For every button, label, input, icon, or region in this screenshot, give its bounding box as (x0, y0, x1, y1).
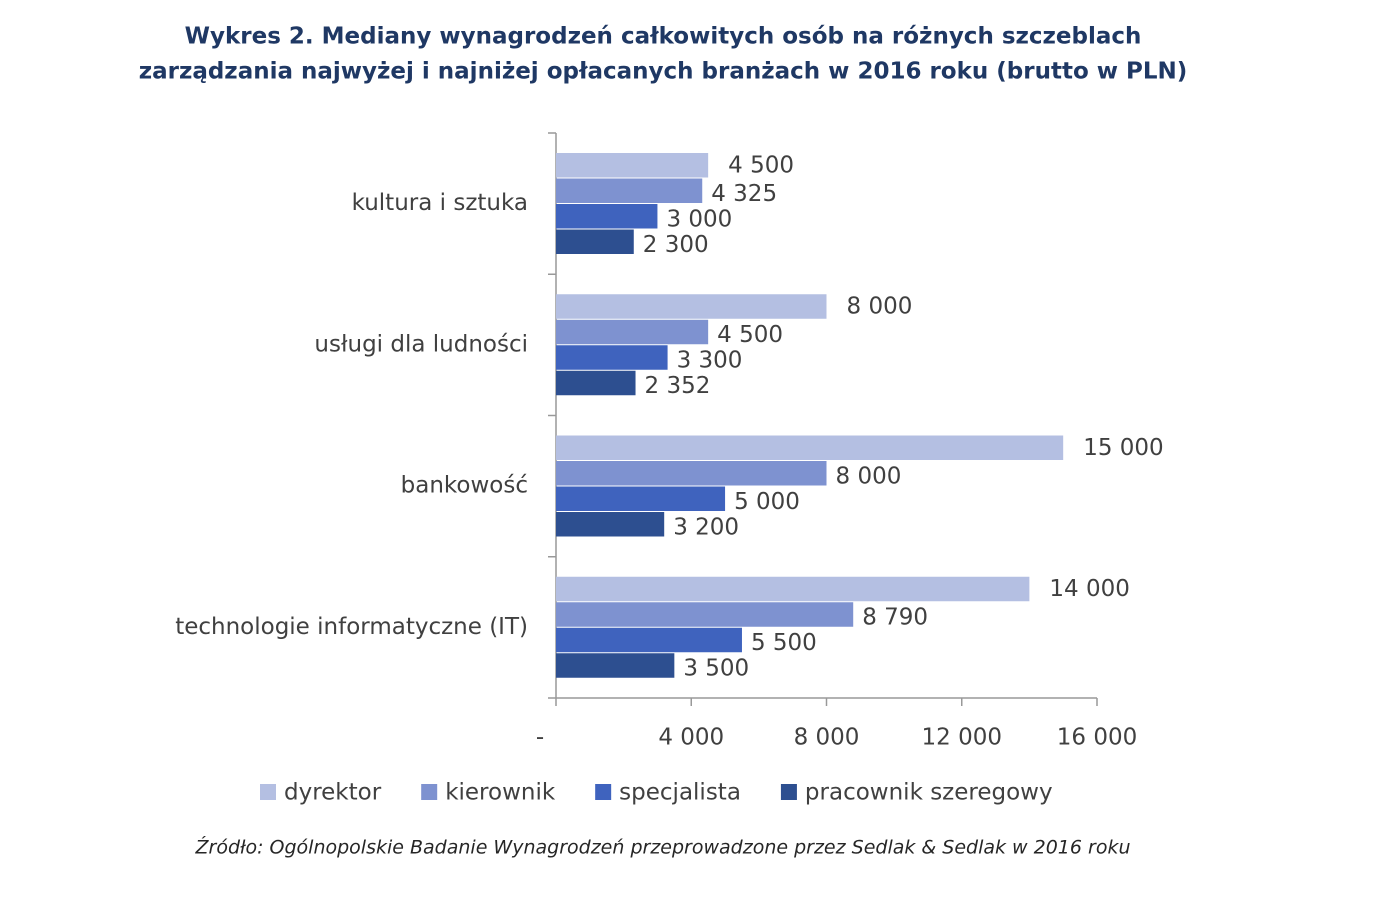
value-label: 4 500 (728, 152, 794, 178)
bar (556, 319, 709, 345)
category-label: usługi dla ludności (314, 331, 528, 357)
value-label: 8 000 (836, 463, 902, 489)
bar (556, 294, 827, 319)
legend-label: pracownik szeregowy (805, 780, 1053, 806)
value-label: 8 000 (847, 294, 913, 320)
x-tick-label: 12 000 (922, 725, 1002, 751)
value-label: 3 300 (677, 348, 743, 374)
value-label: 8 790 (862, 605, 928, 631)
value-label: 14 000 (1049, 576, 1129, 602)
bar (556, 653, 675, 678)
bar (556, 345, 668, 370)
bar (556, 229, 634, 254)
bar (556, 461, 827, 486)
legend-label: kierownik (445, 780, 556, 806)
bar (556, 602, 854, 627)
legend-swatch (780, 784, 797, 800)
bar (556, 204, 658, 229)
value-label: 3 200 (673, 514, 739, 540)
value-label: 15 000 (1083, 435, 1163, 461)
value-label: 4 325 (711, 181, 777, 207)
category-label: kultura i sztuka (352, 190, 528, 216)
chart-title: Wykres 2. Mediany wynagrodzeń całkowityc… (185, 24, 1142, 50)
x-tick-label: - (536, 725, 544, 751)
value-label: 3 500 (683, 656, 749, 682)
bar (556, 370, 636, 396)
legend-label: dyrektor (284, 780, 382, 806)
value-label: 2 352 (645, 373, 711, 399)
category-label: technologie informatyczne (IT) (175, 614, 528, 640)
value-label: 3 000 (666, 206, 732, 232)
bar (556, 178, 703, 203)
bar (556, 627, 742, 653)
bar (556, 576, 1030, 602)
value-label: 4 500 (717, 322, 783, 348)
source-note: Źródło: Ogólnopolskie Badanie Wynagrodze… (195, 836, 1131, 859)
legend-swatch (421, 784, 438, 800)
legend-swatch (595, 784, 612, 800)
x-tick-label: 4 000 (658, 725, 724, 751)
x-tick-label: 8 000 (794, 725, 860, 751)
bar (556, 435, 1064, 460)
bar (556, 153, 709, 178)
category-label: bankowość (401, 473, 528, 499)
value-label: 5 500 (751, 630, 817, 656)
chart-title: zarządzania najwyżej i najniżej opłacany… (139, 59, 1188, 85)
legend-label: specjalista (619, 780, 741, 806)
value-label: 5 000 (734, 489, 800, 515)
bar (556, 486, 726, 511)
x-tick-label: 16 000 (1057, 725, 1137, 751)
bar (556, 512, 665, 537)
value-label: 2 300 (643, 232, 709, 258)
legend-swatch (260, 784, 276, 800)
